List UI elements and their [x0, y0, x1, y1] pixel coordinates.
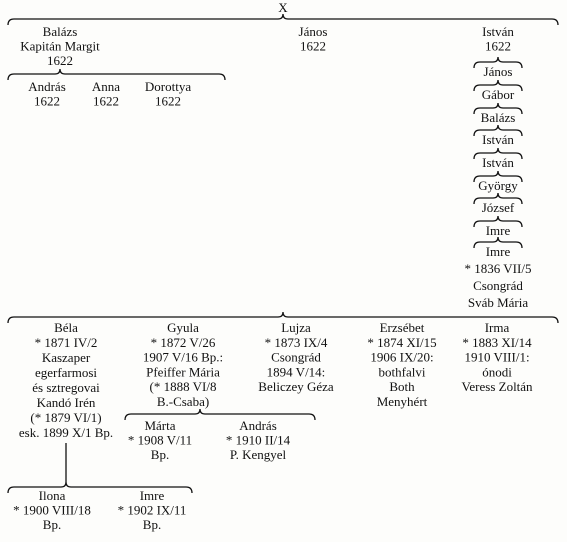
person-text: Sváb Mária — [468, 295, 529, 310]
person-text: B.-Csaba) — [157, 394, 209, 409]
person-text: * 1872 V/26 — [151, 335, 216, 350]
person-text: Kapitán Margit — [20, 38, 100, 53]
person-text: * 1871 IV/2 — [35, 335, 98, 350]
bracket — [473, 170, 523, 183]
person-text: Márta — [144, 418, 175, 433]
person-text: Gyula — [167, 320, 199, 335]
person-text: Csongrád — [271, 350, 321, 365]
person-text: esk. 1899 X/1 Bp. — [19, 425, 113, 440]
person-text: * 1910 II/14 — [226, 432, 291, 447]
bracket — [7, 481, 193, 494]
bracket — [473, 79, 523, 92]
person-text: 1622 — [300, 38, 326, 53]
person-text: * 1873 IX/4 — [265, 335, 328, 350]
person-text: bothfalvi — [379, 364, 426, 379]
person-text: ónodi — [482, 364, 512, 379]
person-text: Ilona — [39, 488, 66, 503]
person-text: István — [482, 24, 514, 39]
person-text: és sztregovai — [32, 380, 100, 395]
person-text: Bp. — [143, 517, 161, 532]
person-text: István — [482, 132, 514, 147]
person-text: András — [239, 418, 277, 433]
bracket — [7, 68, 226, 81]
person-text: Imre — [140, 488, 165, 503]
root-label: X — [278, 0, 288, 15]
person-text: * 1836 VII/5 — [465, 261, 532, 276]
person-text: Balázs — [43, 24, 78, 39]
person-text: Balázs — [481, 110, 516, 125]
person-text: Beliczey Géza — [258, 379, 334, 394]
person-text: Lujza — [281, 320, 311, 335]
person-text: 1622 — [155, 93, 181, 108]
person-text: Erzsébet — [380, 320, 425, 335]
bracket — [124, 408, 316, 421]
person-text: Csongrád — [473, 278, 523, 293]
bracket — [7, 311, 559, 324]
person-text: Veress Zoltán — [461, 379, 533, 394]
person-text: * 1902 IX/11 — [118, 502, 187, 517]
bracket — [473, 215, 523, 228]
person-text: Gábor — [482, 87, 515, 102]
bracket — [473, 236, 523, 249]
person-text: 1906 IX/20: — [370, 350, 433, 365]
person-text: Anna — [92, 79, 120, 94]
person-text: János — [484, 64, 513, 79]
bracket — [473, 124, 523, 137]
person-text: Kaszaper — [42, 350, 91, 365]
person-text: Pfeiffer Mária — [146, 364, 220, 379]
person-text: András — [28, 79, 66, 94]
person-text: József — [482, 200, 515, 215]
person-text: Kandó Irén — [37, 395, 96, 410]
person-text: Dorottya — [145, 79, 191, 94]
person-text: Bp. — [151, 447, 169, 462]
person-text: 1622 — [485, 38, 511, 53]
bracket — [473, 56, 523, 69]
person-text: Bp. — [43, 517, 61, 532]
person-text: P. Kengyel — [230, 447, 287, 462]
person-text: Imre — [486, 223, 511, 238]
person-text: 1622 — [34, 93, 60, 108]
person-text: Béla — [54, 320, 78, 335]
person-text: Imre — [486, 244, 511, 259]
bracket — [473, 147, 523, 160]
person-text: * 1908 V/11 — [128, 432, 192, 447]
person-text: * 1900 VIII/18 — [13, 502, 91, 517]
person-text: János — [299, 24, 328, 39]
person-text: (* 1888 VI/8 — [150, 379, 217, 394]
person-text: 1622 — [47, 53, 73, 68]
person-text: Both — [389, 379, 415, 394]
person-text: István — [482, 155, 514, 170]
person-text: egerfarmosi — [35, 365, 97, 380]
person-text: (* 1879 VI/1) — [30, 410, 101, 425]
bracket — [473, 192, 523, 205]
person-text: Menyhért — [377, 394, 428, 409]
person-text: * 1874 XI/15 — [367, 335, 436, 350]
person-text: 1894 V/14: — [267, 364, 326, 379]
bracket — [473, 102, 523, 115]
person-text: 1910 VIII/1: — [464, 350, 529, 365]
person-text: 1907 V/16 Bp.: — [143, 350, 223, 365]
bracket — [7, 13, 559, 26]
person-text: * 1883 XI/14 — [462, 335, 532, 350]
person-text: 1622 — [93, 93, 119, 108]
person-text: Irma — [485, 320, 510, 335]
person-text: György — [478, 178, 518, 193]
